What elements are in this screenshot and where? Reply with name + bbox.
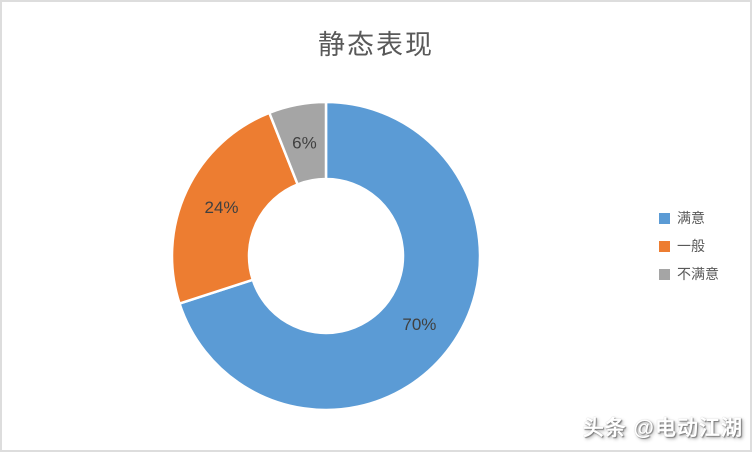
legend-item: 满意 bbox=[659, 204, 719, 232]
watermark: 头条 @电动江湖 bbox=[582, 417, 743, 440]
donut-segment-3 bbox=[268, 100, 328, 186]
legend-label: 一般 bbox=[677, 238, 705, 254]
slice-data-label: 70% bbox=[402, 315, 436, 334]
legend-item: 一般 bbox=[659, 232, 719, 260]
chart-title: 静态表现 bbox=[318, 30, 434, 60]
slice-data-label: 6% bbox=[292, 134, 317, 153]
donut-segment-2 bbox=[170, 111, 299, 305]
legend-swatch-icon bbox=[659, 268, 670, 280]
legend-item: 不满意 bbox=[659, 260, 719, 288]
legend-label: 不满意 bbox=[677, 266, 719, 282]
donut-segment-1 bbox=[178, 100, 482, 412]
legend-label: 满意 bbox=[677, 210, 705, 226]
legend: 满意 一般 不满意 bbox=[659, 204, 719, 288]
legend-swatch-icon bbox=[659, 212, 670, 224]
slice-data-label: 24% bbox=[204, 198, 238, 217]
legend-swatch-icon bbox=[659, 240, 670, 252]
